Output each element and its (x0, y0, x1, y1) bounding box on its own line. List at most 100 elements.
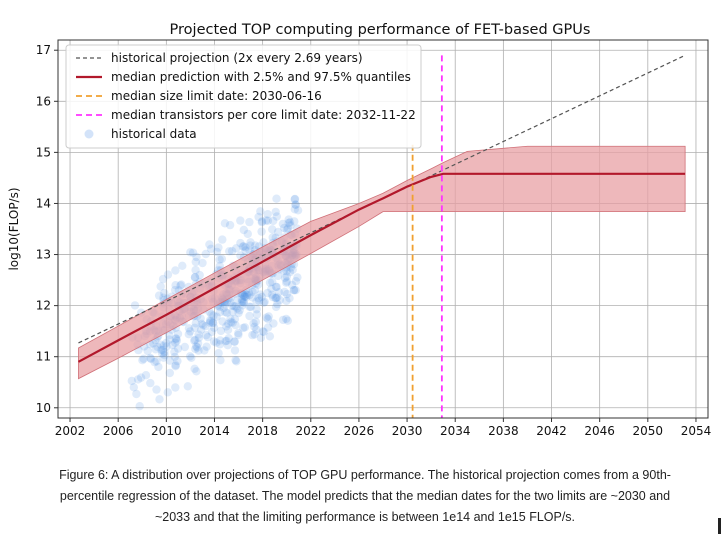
scatter-point (268, 293, 278, 302)
scatter-point (233, 304, 242, 313)
scatter-point (168, 340, 177, 350)
scatter-point (239, 242, 248, 251)
scatter-point (241, 289, 250, 299)
scatter-point (269, 216, 278, 226)
scatter-point (269, 319, 278, 328)
scatter-point (278, 315, 288, 325)
scatter-point (246, 241, 255, 250)
scatter-point (223, 325, 233, 335)
scatter-point (254, 212, 263, 222)
scatter-point (184, 330, 193, 339)
scatter-point (258, 327, 267, 336)
scatter-point (249, 319, 258, 328)
scatter-point (246, 238, 255, 247)
y-tick-label: 10 (36, 401, 51, 415)
scatter-point (242, 290, 252, 300)
scatter-point (146, 353, 155, 363)
scatter-point (156, 282, 165, 291)
scatter-point (190, 273, 200, 282)
scatter-point (201, 322, 210, 331)
scatter-point (150, 357, 159, 367)
y-tick-label: 17 (36, 43, 51, 57)
scatter-point (138, 356, 147, 365)
scatter-point (190, 336, 199, 345)
scatter-point (237, 297, 246, 306)
scatter-point (221, 307, 230, 317)
scatter-point (236, 216, 245, 225)
scatter-point (149, 339, 158, 348)
scatter-point (268, 225, 277, 234)
scatter-point (231, 302, 240, 311)
scatter-point (256, 290, 265, 299)
scatter-point (257, 292, 267, 302)
scatter-point (234, 328, 243, 338)
legend-label: historical projection (2x every 2.69 yea… (111, 51, 363, 65)
scatter-point (238, 301, 247, 310)
scatter-point (272, 212, 281, 221)
scatter-point (162, 338, 171, 348)
scatter-point (186, 248, 195, 257)
scatter-point (240, 292, 250, 301)
scatter-point (272, 282, 281, 292)
scatter-point (190, 323, 199, 332)
scatter-point (154, 291, 164, 300)
scatter-point (290, 194, 300, 204)
scatter-point (250, 322, 259, 331)
scatter-point (254, 296, 264, 305)
scatter-point (198, 258, 207, 268)
scatter-point (171, 281, 180, 290)
scatter-point (290, 205, 299, 214)
scatter-point (241, 246, 250, 255)
scatter-point (228, 318, 237, 327)
scatter-point (242, 292, 251, 302)
scatter-point (172, 336, 181, 345)
scatter-point (239, 298, 249, 307)
x-tick-label: 2002 (55, 424, 86, 438)
x-tick-label: 2046 (584, 424, 615, 438)
scatter-point (261, 216, 271, 225)
scatter-point (245, 311, 254, 321)
scatter-point (171, 266, 180, 275)
scatter-point (225, 247, 234, 256)
scatter-point (187, 353, 196, 362)
scatter-point (206, 244, 216, 253)
x-tick-label: 2038 (488, 424, 519, 438)
scatter-point (278, 219, 288, 229)
scatter-point (282, 314, 291, 324)
scatter-point (271, 207, 280, 217)
scatter-point (245, 217, 254, 227)
scatter-point (171, 383, 180, 392)
scatter-point (205, 240, 214, 249)
scatter-point (196, 314, 205, 323)
scatter-point (153, 342, 162, 352)
scatter-point (280, 273, 290, 283)
scatter-point (234, 330, 243, 340)
chart-title: Projected TOP computing performance of F… (170, 22, 591, 38)
scatter-point (154, 362, 163, 372)
scatter-point (183, 382, 192, 391)
scatter-point (216, 356, 225, 365)
scatter-point (212, 338, 221, 347)
scatter-point (250, 330, 259, 339)
scatter-point (235, 306, 244, 315)
scatter-point (171, 338, 180, 347)
scatter-point (197, 319, 206, 328)
scatter-point (170, 352, 179, 362)
scatter-point (248, 287, 257, 296)
scatter-point (290, 195, 299, 204)
y-tick-label: 13 (36, 248, 51, 262)
scatter-point (132, 389, 141, 399)
scatter-point (239, 290, 248, 300)
scatter-point (285, 268, 295, 277)
scatter-point (274, 288, 284, 297)
scatter-point (220, 219, 230, 228)
scatter-point (225, 220, 235, 230)
legend-label: median size limit date: 2030-06-16 (111, 89, 322, 103)
scatter-point (191, 257, 200, 267)
scatter-point (162, 342, 171, 351)
scatter-point (257, 217, 267, 226)
scatter-point (146, 378, 155, 388)
x-tick-label: 2034 (440, 424, 471, 438)
figure-caption: Figure 6: A distribution over projection… (40, 465, 690, 528)
scatter-point (228, 301, 237, 310)
